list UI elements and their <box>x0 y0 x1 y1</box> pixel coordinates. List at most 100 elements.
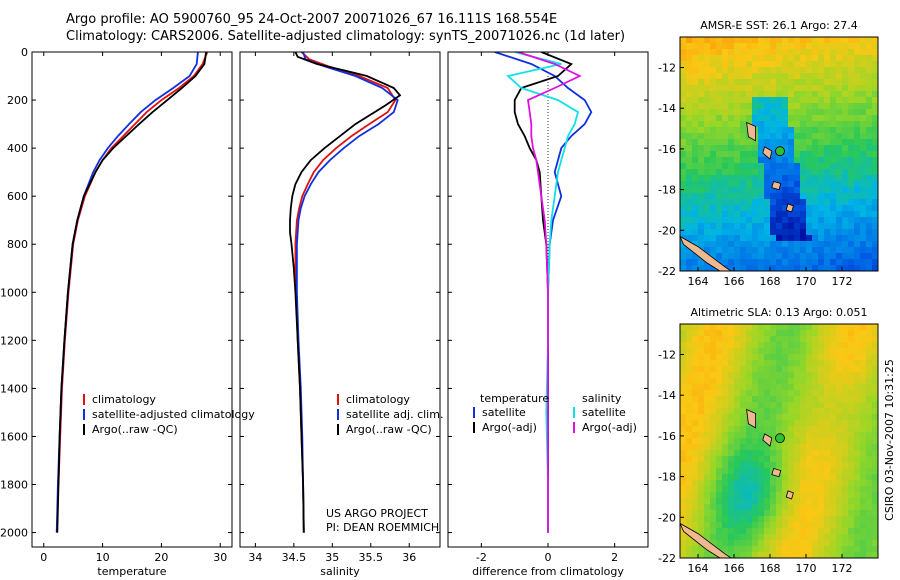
argo-position-marker <box>775 433 785 444</box>
map-x-tick-label: 164 <box>688 562 709 575</box>
map-title-sla_map: Altimetric SLA: 0.13 Argo: 0.051 <box>690 306 867 319</box>
legend-diff-temp-argo: Argo(-adj) <box>482 421 537 434</box>
y-tick-label: 600 <box>7 190 28 203</box>
y-tick-label: 200 <box>7 94 28 107</box>
series-line-salinity-0 <box>294 52 397 533</box>
map-x-tick-label: 168 <box>760 562 781 575</box>
credit-project: US ARGO PROJECT <box>326 507 428 520</box>
series-line-temperature-2 <box>56 52 207 533</box>
map-title-sst_map: AMSR-E SST: 26.1 Argo: 27.4 <box>700 19 858 32</box>
map-y-tick-label: -22 <box>658 265 676 278</box>
legend-diff-sal-satellite: satellite <box>582 406 626 419</box>
legend-diff-temp-satellite: satellite <box>482 406 526 419</box>
map-y-tick-label: -14 <box>658 102 676 115</box>
island-1 <box>762 146 773 160</box>
legend-diff-header-temperature: temperature <box>480 392 549 405</box>
map-frame-sla_map <box>679 323 879 559</box>
x-tick-label: 34.5 <box>282 551 307 564</box>
series-line-difference-0 <box>494 52 593 533</box>
y-tick-label: 2000 <box>0 527 28 540</box>
series-line-temperature-1 <box>55 52 199 533</box>
map-layer: 164 166 168 170 172 -12 -14 -16 -18 -20 -22 AMSR-E … <box>658 19 879 575</box>
x-axis-label-salinity: salinity <box>320 565 360 578</box>
island-4 <box>680 522 732 558</box>
map-x-tick-label: 168 <box>760 275 781 288</box>
map-frame-sst_map <box>679 36 879 272</box>
map-field-sla_map <box>680 324 878 558</box>
map-land-sla_map <box>680 408 794 558</box>
x-tick-label: 35 <box>325 551 339 564</box>
y-tick-label: 1200 <box>0 334 28 347</box>
island-0 <box>746 121 756 142</box>
plot-layer: 0 10 20 30temperature0200400600800100012001… <box>0 46 649 578</box>
legend-temperature-argo: Argo(..raw -QC) <box>92 423 178 436</box>
x-tick-label: 2 <box>611 551 618 564</box>
legend-diff-header-salinity: salinity <box>582 392 622 405</box>
y-tick-label: 1800 <box>0 479 28 492</box>
series-line-difference-1 <box>513 52 573 533</box>
map-x-tick-label: 166 <box>724 275 745 288</box>
map-y-tick-label: -18 <box>658 471 676 484</box>
series-line-salinity-2 <box>289 52 402 533</box>
map-y-tick-label: -12 <box>658 349 676 362</box>
legend-diff-sal-argo: Argo(-adj) <box>582 421 637 434</box>
map-x-tick-label: 166 <box>724 562 745 575</box>
map-land-sst_map <box>680 121 794 271</box>
map-panel-sst_map: 164 166 168 170 172 -12 -14 -16 -18 -20 -22 AMSR-E … <box>658 19 879 288</box>
x-tick-label: 36 <box>402 551 416 564</box>
map-x-tick-label: 164 <box>688 275 709 288</box>
map-y-tick-label: -16 <box>658 143 676 156</box>
x-tick-label: 35.5 <box>359 551 384 564</box>
map-y-tick-label: -20 <box>658 224 676 237</box>
credit-pi: PI: DEAN ROEMMICH <box>326 521 439 534</box>
island-2 <box>771 181 782 191</box>
y-tick-label: 1600 <box>0 430 28 443</box>
island-3 <box>785 490 794 500</box>
map-y-tick-label: -18 <box>658 184 676 197</box>
map-x-tick-label: 172 <box>832 275 853 288</box>
island-0 <box>746 408 756 429</box>
map-y-tick-label: -14 <box>658 389 676 402</box>
x-tick-label: -2 <box>476 551 487 564</box>
map-panel-sla_map: 164 166 168 170 172 -12 -14 -16 -18 -20 -22 Altimet… <box>658 306 879 575</box>
profile-panel-salinity: 34 34.5 35 35.5 36 salinity <box>239 51 441 578</box>
x-tick-label: 0 <box>40 551 47 564</box>
x-axis-label-difference: difference from climatology <box>472 565 624 578</box>
x-tick-label: 20 <box>154 551 168 564</box>
x-tick-label: 34 <box>248 551 262 564</box>
y-tick-label: 1000 <box>0 286 28 299</box>
island-1 <box>762 433 773 447</box>
text-layer: climatology satellite-adjusted climatolog… <box>83 359 896 534</box>
island-4 <box>680 235 732 271</box>
figure-title-line1: Argo profile: AO 5900760_95 24-Oct-2007 … <box>66 12 558 27</box>
y-tick-label: 1400 <box>0 382 28 395</box>
argo-position-marker <box>775 146 785 157</box>
y-tick-label: 400 <box>7 142 28 155</box>
map-field-sst_map <box>680 37 878 271</box>
map-x-tick-label: 170 <box>796 562 817 575</box>
island-3 <box>785 203 794 213</box>
x-tick-label: 0 <box>545 551 552 564</box>
figure-title-line2: Climatology: CARS2006. Satellite-adjuste… <box>66 29 626 44</box>
map-y-tick-label: -16 <box>658 430 676 443</box>
legend-salinity-satellite: satellite adj. clim. <box>346 408 443 421</box>
profile-panel-temperature: 0 10 20 30 temperature 0 200 400 600 800 1000 1200 1… <box>0 46 233 578</box>
y-tick-label: 800 <box>7 238 28 251</box>
island-2 <box>771 468 782 478</box>
x-tick-label: 30 <box>213 551 227 564</box>
map-y-tick-label: -12 <box>658 62 676 75</box>
legend-temperature-satellite: satellite-adjusted climatology <box>92 408 255 421</box>
legend-salinity-argo: Argo(..raw -QC) <box>346 423 432 436</box>
x-axis-label-temperature: temperature <box>97 565 166 578</box>
series-line-salinity-1 <box>295 52 399 533</box>
map-x-tick-label: 170 <box>796 275 817 288</box>
axes-frame-salinity <box>239 51 441 548</box>
timestamp-stamp: CSIRO 03-Nov-2007 10:31:25 <box>883 359 896 521</box>
map-x-tick-label: 172 <box>832 562 853 575</box>
series-line-difference-3 <box>517 52 582 533</box>
axes-frame-temperature <box>31 51 233 548</box>
map-y-tick-label: -20 <box>658 511 676 524</box>
legend-salinity-climatology: climatology <box>346 393 410 406</box>
